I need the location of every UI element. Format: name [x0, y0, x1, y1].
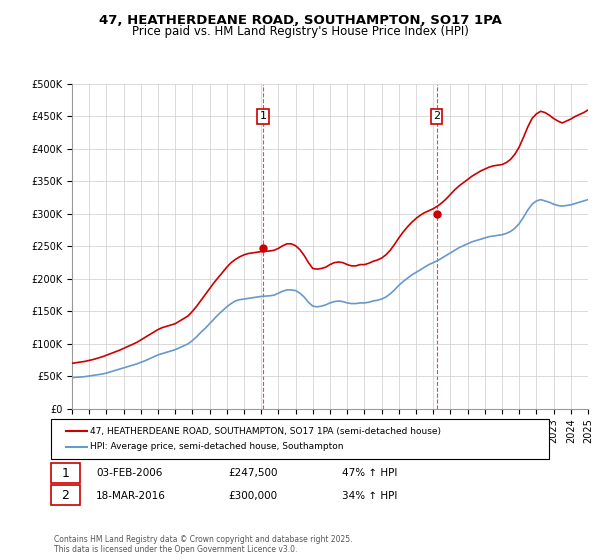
- Text: 1: 1: [61, 466, 70, 480]
- Text: Price paid vs. HM Land Registry's House Price Index (HPI): Price paid vs. HM Land Registry's House …: [131, 25, 469, 38]
- Text: 18-MAR-2016: 18-MAR-2016: [96, 491, 166, 501]
- Text: 34% ↑ HPI: 34% ↑ HPI: [342, 491, 397, 501]
- Text: HPI: Average price, semi-detached house, Southampton: HPI: Average price, semi-detached house,…: [90, 442, 343, 451]
- Text: 47, HEATHERDEANE ROAD, SOUTHAMPTON, SO17 1PA: 47, HEATHERDEANE ROAD, SOUTHAMPTON, SO17…: [98, 14, 502, 27]
- Text: £300,000: £300,000: [228, 491, 277, 501]
- Text: 47, HEATHERDEANE ROAD, SOUTHAMPTON, SO17 1PA (semi-detached house): 47, HEATHERDEANE ROAD, SOUTHAMPTON, SO17…: [90, 427, 441, 436]
- Text: 03-FEB-2006: 03-FEB-2006: [96, 468, 163, 478]
- Text: 2: 2: [61, 489, 70, 502]
- Text: Contains HM Land Registry data © Crown copyright and database right 2025.
This d: Contains HM Land Registry data © Crown c…: [54, 535, 353, 554]
- Text: £247,500: £247,500: [228, 468, 277, 478]
- Text: 2: 2: [433, 111, 440, 122]
- Text: 1: 1: [259, 111, 266, 122]
- Text: 47% ↑ HPI: 47% ↑ HPI: [342, 468, 397, 478]
